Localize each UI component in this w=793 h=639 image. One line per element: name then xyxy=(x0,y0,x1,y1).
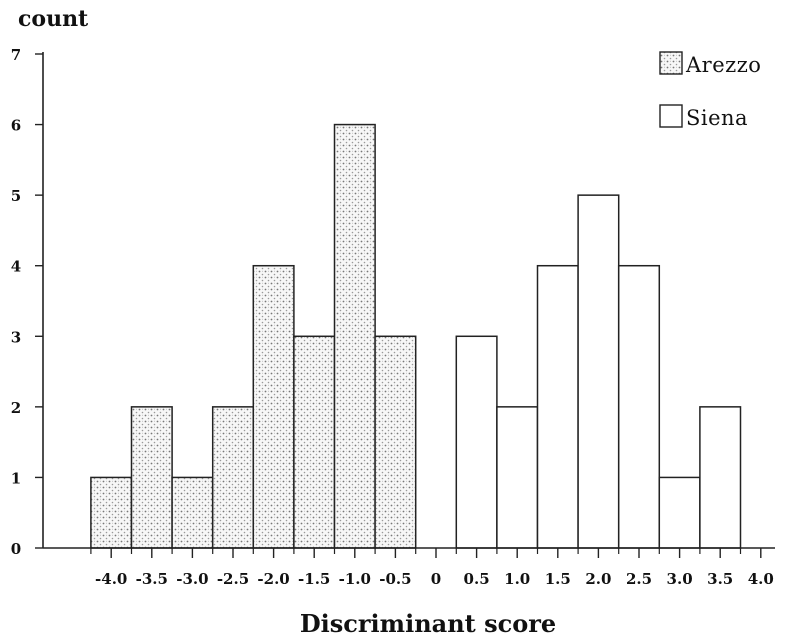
x-tick-label: -0.5 xyxy=(379,570,411,588)
x-tick-label: -3.5 xyxy=(136,570,168,588)
y-tick-label: 1 xyxy=(11,469,21,487)
x-axis-title: Discriminant score xyxy=(300,609,556,638)
bar-arezzo xyxy=(90,476,133,549)
histogram-bars xyxy=(90,123,742,549)
bar-arezzo xyxy=(293,335,336,549)
x-tick-label: -2.0 xyxy=(257,570,289,588)
y-axis-ticks: 0 1 2 3 4 5 6 7 xyxy=(11,46,43,558)
bar-siena xyxy=(455,335,498,549)
x-tick-label: 2.5 xyxy=(626,570,652,588)
bar-arezzo xyxy=(374,335,417,549)
x-tick-label: 3.0 xyxy=(667,570,693,588)
x-axis-ticks: -4.0 -3.5 -3.0 -2.5 -2.0 -1.5 -1.0 -0.5 0 0.5 1.0 1… xyxy=(90,548,774,588)
bar-siena xyxy=(617,264,661,549)
legend-swatch-siena xyxy=(659,104,683,128)
x-tick-label: 1.0 xyxy=(504,570,530,588)
bar-siena xyxy=(658,476,701,549)
x-tick-label: -4.0 xyxy=(95,570,127,588)
x-tick-label: -2.5 xyxy=(217,570,249,588)
y-tick-label: 5 xyxy=(11,187,21,205)
bar-siena xyxy=(577,194,620,549)
bar-arezzo xyxy=(333,123,376,549)
x-tick-label: -1.5 xyxy=(298,570,330,588)
y-tick-label: 6 xyxy=(11,117,21,135)
x-tick-label: 1.5 xyxy=(545,570,571,588)
x-tick-label: -3.0 xyxy=(176,570,208,588)
x-tick-label: 0.5 xyxy=(464,570,490,588)
x-tick-label: -1.0 xyxy=(339,570,371,588)
bar-siena xyxy=(496,406,539,549)
legend-label-siena: Siena xyxy=(686,106,748,130)
legend-swatch-arezzo xyxy=(659,51,683,75)
legend: Arezzo Siena xyxy=(659,51,761,130)
bar-arezzo xyxy=(171,476,214,549)
x-tick-label: 0 xyxy=(431,570,441,588)
y-tick-label: 0 xyxy=(11,540,21,558)
bar-siena xyxy=(536,264,579,549)
y-tick-label: 4 xyxy=(11,258,21,276)
bar-arezzo xyxy=(252,264,295,549)
x-tick-label: 2.0 xyxy=(585,570,611,588)
y-axis-title: count xyxy=(18,6,89,32)
bar-arezzo xyxy=(130,406,173,549)
x-tick-label: 4.0 xyxy=(748,570,774,588)
y-tick-label: 2 xyxy=(11,399,21,417)
bar-arezzo xyxy=(211,406,255,549)
y-tick-label: 3 xyxy=(11,328,21,346)
x-tick-label: 3.5 xyxy=(707,570,733,588)
bar-siena xyxy=(699,406,742,549)
y-tick-label: 7 xyxy=(11,46,21,64)
legend-label-arezzo: Arezzo xyxy=(685,53,761,77)
